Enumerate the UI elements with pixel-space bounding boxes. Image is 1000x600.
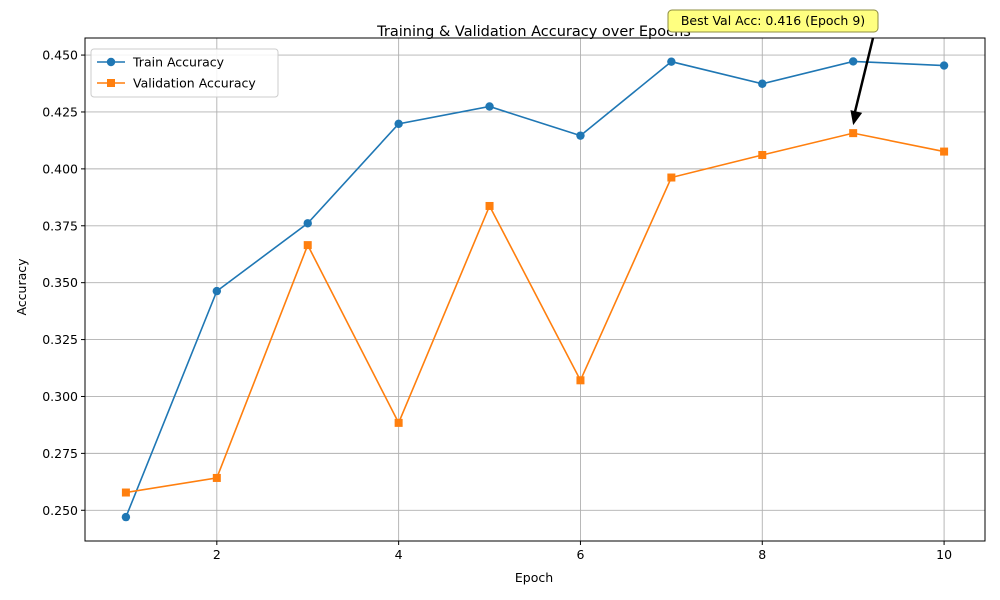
legend-label: Train Accuracy [132, 55, 225, 70]
series-train [121, 57, 949, 522]
legend-item: Validation Accuracy [97, 76, 256, 91]
data-point [303, 219, 312, 228]
plot-frame [84, 37, 986, 542]
x-tick-label: 10 [936, 547, 952, 562]
data-point [667, 173, 676, 182]
data-point [940, 147, 949, 156]
y-tick-label: 0.375 [42, 218, 78, 233]
data-point [212, 473, 221, 482]
x-tick-label: 2 [213, 547, 221, 562]
data-point [121, 512, 131, 522]
data-point [849, 129, 858, 138]
y-tick-label: 0.350 [42, 275, 78, 290]
data-point [848, 57, 858, 66]
grid [85, 38, 985, 541]
x-axis-label: Epoch [515, 570, 553, 585]
series-layer [121, 57, 949, 522]
y-tick-label: 0.250 [42, 503, 78, 518]
annotation-arrow-head [850, 110, 863, 126]
data-point [485, 201, 494, 210]
best-val-annotation: Best Val Acc: 0.416 (Epoch 9) [667, 9, 879, 126]
series-line [125, 60, 945, 518]
legend-box [90, 48, 279, 98]
data-point [576, 131, 585, 140]
legend-label: Validation Accuracy [133, 76, 256, 91]
data-point [394, 418, 403, 427]
legend: Train Accuracy Validation Accuracy [90, 48, 279, 98]
data-point [576, 376, 585, 385]
y-axis-label: Accuracy [14, 258, 29, 316]
y-tick-label: 0.300 [42, 389, 78, 404]
x-tick-label: 6 [576, 547, 584, 562]
x-tick-label: 4 [395, 547, 403, 562]
legend-item: Train Accuracy [97, 55, 225, 70]
y-tick-label: 0.325 [42, 332, 78, 347]
annotation-box [667, 9, 879, 33]
data-point [758, 150, 767, 159]
data-point [758, 79, 767, 88]
series-line [125, 132, 945, 494]
y-tick-label: 0.450 [42, 48, 78, 63]
data-point [121, 488, 130, 497]
x-tick-label: 8 [758, 547, 766, 562]
axis-ticks: 2 4 6 8 10 0.250 0.275 0.300 0.325 0.350 0.375 0.40… [42, 48, 952, 562]
chart-title: Training & Validation Accuracy over Epoc… [376, 24, 691, 40]
annotation-text: Best Val Acc: 0.416 (Epoch 9) [681, 13, 865, 28]
legend-marker [107, 79, 115, 87]
data-point [394, 119, 403, 129]
data-point [303, 241, 312, 250]
data-point [485, 102, 494, 111]
data-point [939, 61, 949, 70]
data-point [212, 286, 222, 296]
series-validation [121, 129, 949, 497]
annotation-arrow-line [852, 37, 875, 116]
data-point [667, 57, 676, 66]
y-tick-label: 0.425 [42, 104, 78, 119]
y-tick-label: 0.400 [42, 161, 78, 176]
y-tick-label: 0.275 [42, 446, 78, 461]
legend-marker [106, 57, 116, 67]
